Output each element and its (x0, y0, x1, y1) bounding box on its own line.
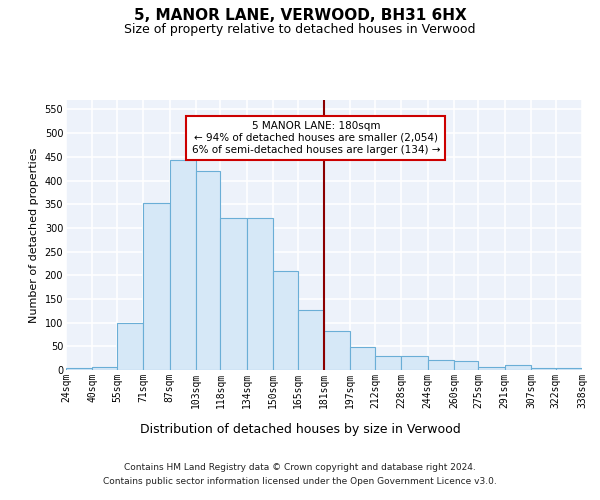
Bar (117, 322, 143, 370)
Bar (350, 347, 375, 370)
Bar (247, 218, 273, 370)
Bar (454, 361, 478, 370)
Text: 5 MANOR LANE: 180sqm
← 94% of detached houses are smaller (2,054)
6% of semi-det: 5 MANOR LANE: 180sqm ← 94% of detached h… (191, 122, 440, 154)
Bar (92, 366, 117, 370)
Bar (428, 360, 454, 370)
Bar (401, 356, 428, 370)
Bar (170, 160, 196, 370)
Y-axis label: Number of detached properties: Number of detached properties (29, 148, 39, 322)
Bar (324, 330, 350, 370)
Text: Contains public sector information licensed under the Open Government Licence v3: Contains public sector information licen… (103, 478, 497, 486)
Bar (220, 218, 247, 370)
Bar (531, 368, 556, 370)
Bar (66, 368, 92, 370)
Text: Distribution of detached houses by size in Verwood: Distribution of detached houses by size … (140, 422, 460, 436)
Bar (478, 366, 505, 370)
Bar (298, 310, 324, 370)
Bar (196, 170, 220, 370)
Bar (556, 368, 582, 370)
Bar (143, 203, 170, 370)
Bar (375, 356, 401, 370)
Text: Contains HM Land Registry data © Crown copyright and database right 2024.: Contains HM Land Registry data © Crown c… (124, 462, 476, 471)
Bar (273, 270, 298, 370)
Bar (505, 366, 531, 370)
Text: 5, MANOR LANE, VERWOOD, BH31 6HX: 5, MANOR LANE, VERWOOD, BH31 6HX (134, 8, 466, 22)
Text: Size of property relative to detached houses in Verwood: Size of property relative to detached ho… (124, 22, 476, 36)
